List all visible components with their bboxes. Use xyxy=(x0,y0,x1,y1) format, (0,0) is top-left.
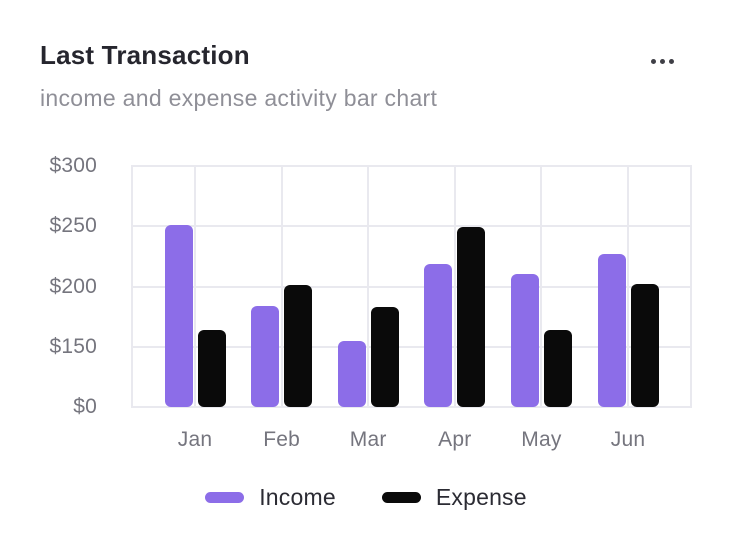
bar-expense-mar[interactable] xyxy=(370,307,399,407)
x-tick-label-jan: Jan xyxy=(177,428,213,451)
card-title: Last Transaction xyxy=(40,40,250,70)
card-header: Last Transaction income and expense acti… xyxy=(40,40,692,112)
y-tick-label-250: $250 xyxy=(49,214,97,238)
y-tick-label-0: $0 xyxy=(73,395,97,418)
v-gridline-2 xyxy=(280,166,283,407)
v-gridline-0 xyxy=(131,166,133,407)
bar-expense-may[interactable] xyxy=(543,330,572,407)
h-gridline-250 xyxy=(131,225,692,228)
ellipsis-icon xyxy=(659,58,665,64)
bar-expense-apr[interactable] xyxy=(457,227,486,407)
ellipsis-icon xyxy=(668,58,674,64)
v-gridline-5 xyxy=(540,166,543,407)
bar-income-apr[interactable] xyxy=(424,264,453,407)
y-tick-label-300: $300 xyxy=(49,154,97,177)
legend-item-income[interactable]: Income xyxy=(205,484,336,511)
bar-income-mar[interactable] xyxy=(337,341,366,407)
bar-expense-feb[interactable] xyxy=(284,285,313,407)
bar-income-feb[interactable] xyxy=(251,306,280,407)
ellipsis-icon xyxy=(650,58,656,64)
plot-area xyxy=(131,165,692,408)
v-gridline-7 xyxy=(690,166,692,407)
ellipsis-menu-button[interactable] xyxy=(640,48,684,74)
h-gridline-200 xyxy=(131,285,692,288)
bar-income-may[interactable] xyxy=(510,274,539,407)
v-gridline-4 xyxy=(453,166,456,407)
y-tick-label-150: $150 xyxy=(49,334,97,358)
h-gridline-300 xyxy=(131,165,692,167)
x-tick-label-apr: Apr xyxy=(438,428,472,451)
bar-income-jan[interactable] xyxy=(164,225,193,407)
y-tick-label-200: $200 xyxy=(49,274,97,298)
x-tick-label-jun: Jun xyxy=(610,428,646,451)
chart-legend: Income Expense xyxy=(0,484,732,511)
bar-expense-jun[interactable] xyxy=(630,284,659,407)
legend-label-income: Income xyxy=(259,484,336,510)
v-gridline-1 xyxy=(194,166,196,407)
bar-income-jun[interactable] xyxy=(597,254,626,407)
legend-label-expense: Expense xyxy=(435,484,527,510)
h-gridline-0 xyxy=(131,406,692,408)
x-tick-label-may: May xyxy=(521,428,562,451)
v-gridline-3 xyxy=(367,166,370,407)
v-gridline-6 xyxy=(627,166,629,407)
x-tick-label-mar: Mar xyxy=(349,428,387,451)
legend-swatch-expense-icon xyxy=(381,492,421,503)
card-subtitle: income and expense activity bar chart xyxy=(40,85,438,111)
bar-expense-jan[interactable] xyxy=(197,330,226,407)
legend-swatch-income-icon xyxy=(205,492,245,503)
legend-item-expense[interactable]: Expense xyxy=(381,484,527,511)
x-tick-label-feb: Feb xyxy=(263,428,300,451)
h-gridline-150 xyxy=(131,345,692,348)
